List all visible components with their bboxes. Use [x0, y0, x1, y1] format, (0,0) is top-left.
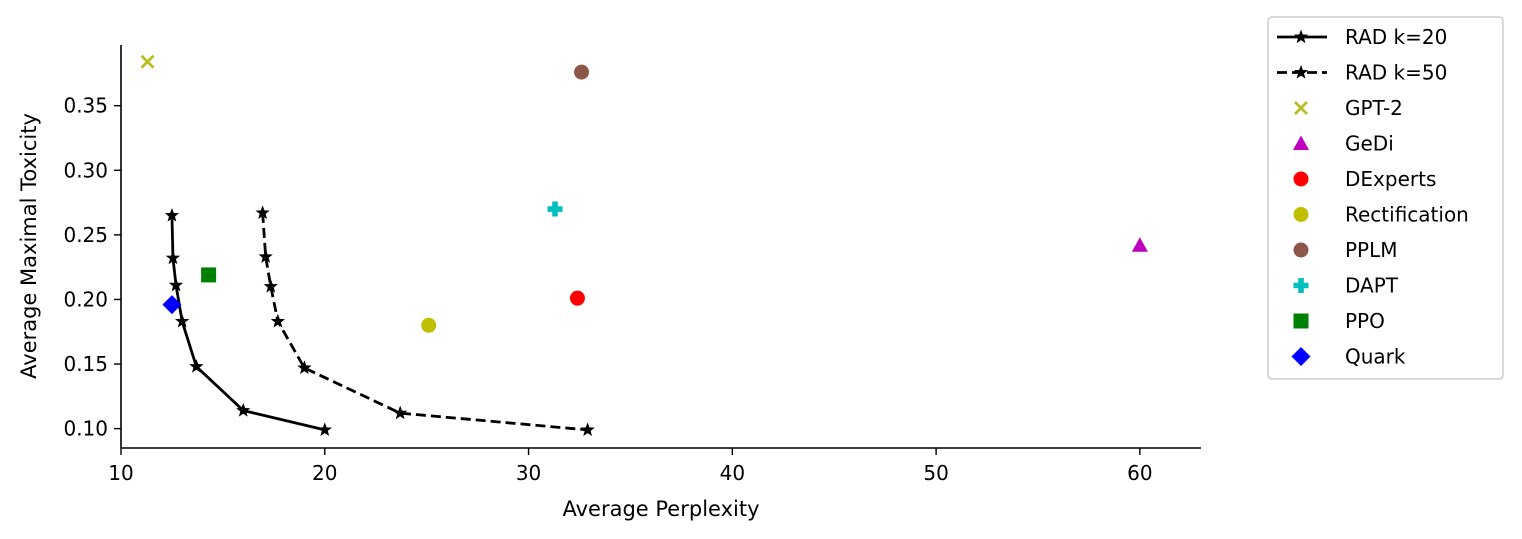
legend-marker — [1293, 65, 1309, 79]
y-tick-label: 0.25 — [63, 223, 108, 247]
x-tick-label: 40 — [720, 461, 745, 485]
legend-label: PPO — [1345, 309, 1385, 333]
legend-item-rectification: Rectification — [1293, 203, 1469, 227]
legend-marker — [1294, 101, 1308, 115]
series-quark — [162, 295, 182, 315]
data-point — [421, 317, 437, 333]
legend-label: RAD k=50 — [1345, 61, 1447, 85]
data-point — [140, 54, 155, 69]
legend-item-dexperts: DExperts — [1293, 167, 1436, 191]
y-tick-label: 0.35 — [63, 94, 108, 118]
data-point — [189, 359, 204, 373]
legend-marker — [1293, 171, 1309, 187]
data-point — [255, 205, 270, 219]
data-point — [1131, 237, 1148, 252]
data-point — [168, 277, 184, 292]
legend-item-pplm: PPLM — [1293, 238, 1398, 262]
data-point — [317, 422, 332, 436]
legend-marker — [1291, 347, 1311, 366]
data-point — [580, 422, 595, 436]
legend-label: DExperts — [1345, 167, 1436, 191]
x-tick-label: 30 — [516, 461, 541, 485]
series-line — [170, 215, 326, 432]
y-axis-label: Average Maximal Toxicity — [17, 113, 41, 379]
legend-item-rad-k-50: RAD k=50 — [1277, 61, 1447, 85]
legend-marker — [1293, 278, 1309, 293]
legend-label: DAPT — [1345, 274, 1399, 298]
data-point — [201, 267, 217, 283]
data-point — [263, 279, 278, 293]
plot-area — [140, 54, 1148, 436]
axes: 10 20 30 40 50 60 0.10 0.15 0.20 0.25 0.30 0.35 — [63, 45, 1201, 485]
series-dexperts — [569, 290, 585, 306]
legend-item-rad-k-20: RAD k=20 — [1277, 25, 1447, 49]
data-point — [258, 249, 273, 263]
legend-box — [1267, 16, 1504, 380]
legend-label: RAD k=20 — [1345, 25, 1447, 49]
series-gedi — [1131, 237, 1148, 252]
series-ppo — [201, 267, 217, 283]
legend-item-dapt: DAPT — [1293, 274, 1399, 298]
series-gpt-2 — [140, 54, 155, 69]
legend: RAD k=20 RAD k=50 GPT-2 GeDi DExperts Rectifi… — [1267, 16, 1504, 380]
x-axis-label: Average Perplexity — [562, 497, 759, 521]
y-tick-label: 0.30 — [63, 158, 108, 182]
data-point — [164, 208, 180, 222]
data-point — [270, 313, 286, 328]
series-rad-k-50 — [255, 205, 595, 436]
data-point — [547, 201, 563, 217]
series-rad-k-20 — [164, 208, 332, 436]
series-dapt — [547, 201, 563, 217]
legend-marker — [1293, 242, 1309, 258]
legend-marker — [1293, 207, 1309, 222]
data-point — [165, 250, 181, 265]
x-tick-label: 10 — [108, 461, 133, 485]
legend-label: PPLM — [1345, 238, 1398, 262]
data-point — [297, 360, 312, 374]
legend-item-quark: Quark — [1291, 345, 1406, 369]
x-tick-label: 50 — [923, 461, 948, 485]
series-rectification — [421, 317, 437, 333]
data-point — [393, 405, 408, 420]
y-tick-label: 0.20 — [63, 287, 108, 311]
data-point — [162, 295, 182, 315]
legend-label: GeDi — [1345, 132, 1394, 156]
legend-label: Quark — [1345, 345, 1406, 369]
y-tick-label: 0.15 — [63, 352, 108, 376]
data-point — [569, 290, 585, 306]
data-point — [574, 64, 590, 80]
data-point — [236, 403, 251, 417]
x-tick-label: 20 — [312, 461, 337, 485]
legend-item-gedi: GeDi — [1293, 132, 1394, 156]
data-point — [175, 313, 190, 328]
legend-marker — [1293, 29, 1309, 44]
legend-label: Rectification — [1345, 203, 1469, 227]
legend-marker — [1293, 135, 1309, 150]
legend-marker — [1293, 313, 1309, 329]
legend-item-gpt-2: GPT-2 — [1294, 96, 1403, 120]
legend-label: GPT-2 — [1345, 96, 1403, 120]
series-pplm — [574, 64, 590, 80]
legend-item-ppo: PPO — [1293, 309, 1385, 333]
x-tick-label: 60 — [1127, 461, 1152, 485]
y-tick-label: 0.10 — [63, 417, 108, 441]
